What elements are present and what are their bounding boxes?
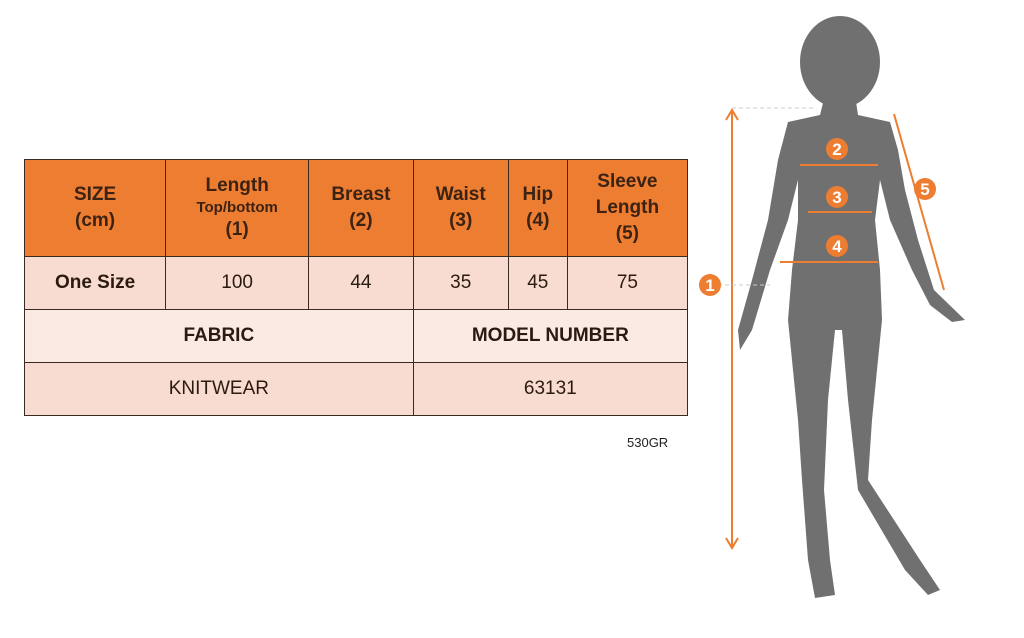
svg-text:5: 5 [920,180,929,199]
svg-text:4: 4 [832,237,842,256]
fabric-value: KNITWEAR [24,362,414,416]
woman-silhouette [738,16,965,598]
size-value: One Size [23,256,167,310]
header-size: SIZE (cm) [23,159,167,257]
breast-value: 44 [308,256,414,310]
marker-4 [826,235,848,257]
product-code: 530GR [627,435,669,450]
header-length: Length Top/bottom (1) [165,159,310,257]
sleeve-value: 75 [566,256,689,310]
fabric-label: FABRIC [24,309,414,363]
header-hip: Hip (4) [507,159,568,257]
length-value: 100 [165,256,310,310]
svg-text:3: 3 [832,188,841,207]
marker-3 [826,186,848,208]
model-number-label: MODEL NUMBER [412,309,689,363]
svg-text:1: 1 [705,276,714,295]
svg-text:2: 2 [832,140,841,159]
header-waist: Waist (3) [412,159,509,257]
measurement-arrows [725,108,945,550]
marker-1 [699,274,721,296]
size-chart-table: SIZE (cm) Length Top/bottom (1) Breast (2) W… [23,159,689,416]
body-measurement-figure: 1 2 3 4 5 [699,16,965,598]
waist-value: 35 [412,256,509,310]
hip-value: 45 [507,256,568,310]
marker-2 [826,138,848,160]
header-sleeve: Sleeve Length (5) [566,159,689,257]
model-number-value: 63131 [412,362,689,416]
header-breast: Breast (2) [308,159,414,257]
marker-5 [914,178,936,200]
